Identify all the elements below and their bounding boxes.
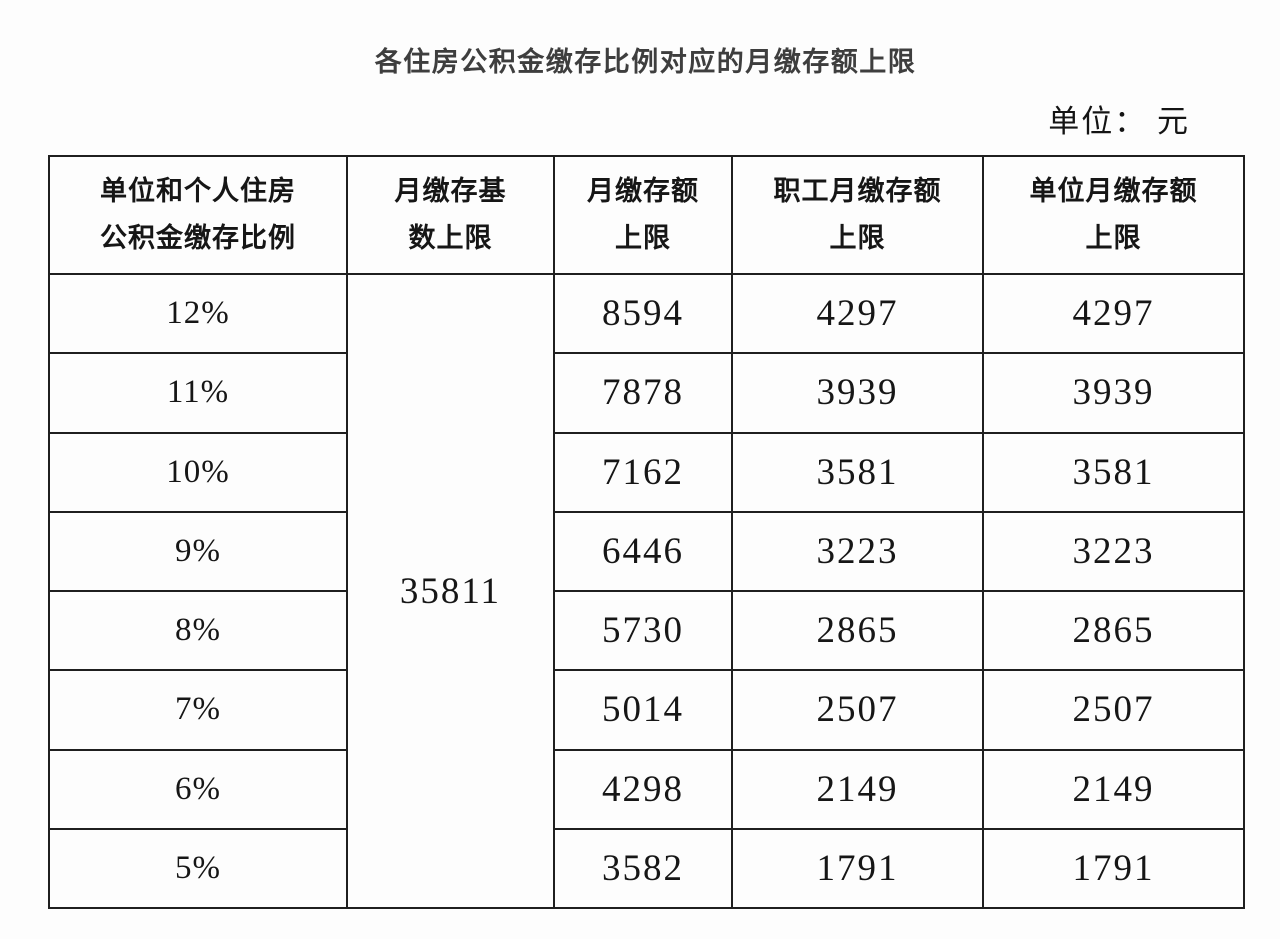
employer-limit-cell: 3939 xyxy=(982,352,1245,434)
employer-limit-cell: 3223 xyxy=(982,510,1245,593)
ratio-cell: 9% xyxy=(48,510,348,593)
employee-limit-cell: 3581 xyxy=(731,431,984,513)
ratio-cell: 10% xyxy=(48,431,348,513)
employee-limit-cell: 1791 xyxy=(731,827,984,910)
table-row: 10% 7162 3581 3581 xyxy=(48,431,1245,513)
column-header-base-limit: 月缴存基 数上限 xyxy=(346,155,555,275)
table-row: 12% 35811 8594 4297 4297 xyxy=(48,272,1245,909)
column-header-contribution-ratio: 单位和个人住房 公积金缴存比例 xyxy=(48,155,348,275)
monthly-limit-cell: 3582 xyxy=(553,827,733,910)
employee-limit-cell: 2149 xyxy=(731,748,984,830)
employer-limit-cell: 2865 xyxy=(982,589,1245,672)
monthly-limit-cell: 5014 xyxy=(553,669,733,751)
monthly-limit-cell: 8594 xyxy=(553,272,733,355)
column-header-employee-limit: 职工月缴存额 上限 xyxy=(731,155,984,275)
monthly-limit-cell: 7878 xyxy=(553,352,733,434)
employee-limit-cell: 2865 xyxy=(731,589,984,672)
employer-limit-cell: 2149 xyxy=(982,748,1245,830)
ratio-cell: 12% xyxy=(48,272,348,355)
table-row: 5% 3582 1791 1791 xyxy=(48,827,1245,910)
employer-limit-cell: 2507 xyxy=(982,669,1245,751)
table-row: 8% 5730 2865 2865 xyxy=(48,589,1245,672)
table-row: 7% 5014 2507 2507 xyxy=(48,669,1245,751)
employee-limit-cell: 4297 xyxy=(731,272,984,355)
page-title: 各住房公积金缴存比例对应的月缴存额上限 xyxy=(374,47,917,77)
monthly-limit-cell: 5730 xyxy=(553,589,733,672)
column-header-employer-limit: 单位月缴存额 上限 xyxy=(982,155,1245,275)
ratio-cell: 11% xyxy=(48,352,348,434)
base-limit-cell: 35811 xyxy=(346,273,555,909)
column-header-monthly-limit: 月缴存额 上限 xyxy=(553,155,733,275)
monthly-limit-cell: 7162 xyxy=(553,431,733,513)
ratio-cell: 5% xyxy=(48,827,348,910)
table-row: 9% 6446 3223 3223 xyxy=(48,510,1245,593)
employer-limit-cell: 1791 xyxy=(982,827,1245,910)
monthly-limit-cell: 6446 xyxy=(553,510,733,593)
unit-label: 单位： 元 xyxy=(1048,104,1190,139)
contribution-limit-table: 单位和个人住房 公积金缴存比例 月缴存基 数上限 月缴存额 上限 职工月缴存额 … xyxy=(48,155,1245,910)
monthly-limit-cell: 4298 xyxy=(553,748,733,830)
employee-limit-cell: 2507 xyxy=(731,669,984,751)
table-row: 6% 4298 2149 2149 xyxy=(48,748,1245,830)
ratio-cell: 8% xyxy=(48,589,348,672)
ratio-cell: 6% xyxy=(48,748,348,830)
employee-limit-cell: 3223 xyxy=(731,510,984,593)
header-row: 单位和个人住房 公积金缴存比例 月缴存基 数上限 月缴存额 上限 职工月缴存额 … xyxy=(48,155,1245,275)
employee-limit-cell: 3939 xyxy=(731,352,984,434)
table-row: 11% 7878 3939 3939 xyxy=(48,352,1245,434)
ratio-cell: 7% xyxy=(48,669,348,751)
employer-limit-cell: 4297 xyxy=(982,272,1245,355)
employer-limit-cell: 3581 xyxy=(982,431,1245,513)
